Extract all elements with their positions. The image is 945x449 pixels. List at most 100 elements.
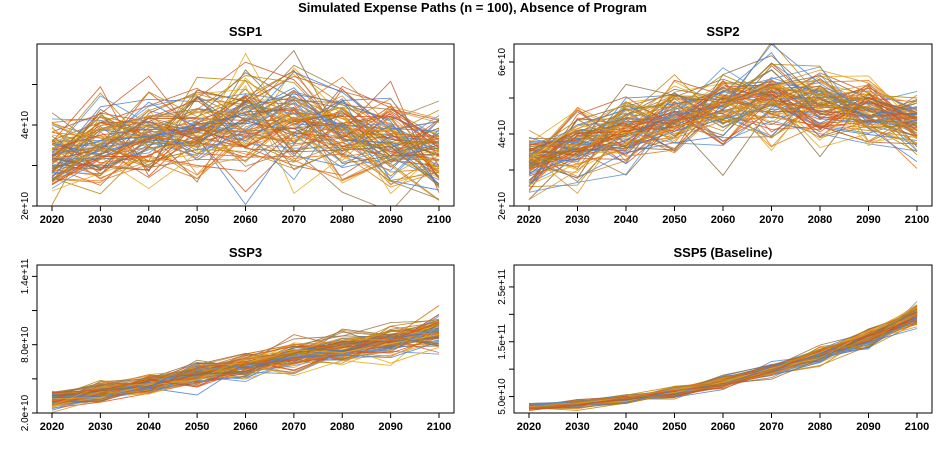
series-path (528, 312, 918, 407)
series-path (528, 86, 918, 171)
x-tick-label: 2060 (711, 214, 735, 226)
series-path (528, 85, 918, 195)
x-tick-label: 2060 (711, 421, 735, 433)
x-tick-label: 2030 (88, 214, 112, 226)
y-tick-label: 4e+10 (497, 120, 508, 149)
series-path (528, 315, 918, 407)
series-path (528, 316, 918, 406)
series-path (528, 318, 918, 410)
series-path (528, 96, 918, 168)
series-path (51, 91, 440, 180)
series-path (528, 313, 918, 408)
series-path (51, 136, 440, 185)
series-path (51, 336, 440, 402)
series-path (528, 313, 918, 408)
series-path (51, 112, 440, 195)
series-path (528, 313, 918, 410)
x-tick-label: 2050 (662, 214, 686, 226)
series-path (528, 311, 918, 407)
series-group (51, 305, 440, 413)
x-tick-label: 2060 (233, 214, 257, 226)
series-path (528, 313, 918, 410)
series-path (528, 308, 918, 407)
series-path (51, 95, 440, 161)
x-tick-label: 2070 (282, 214, 306, 226)
series-path (528, 305, 918, 410)
series-path (528, 301, 918, 407)
x-tick-label: 2030 (565, 214, 589, 226)
series-path (51, 331, 440, 405)
x-tick-label: 2100 (427, 214, 451, 226)
y-tick-label: 2.5e+11 (497, 269, 508, 305)
series-path (528, 316, 918, 408)
x-tick-label: 2030 (565, 421, 589, 433)
series-path (528, 313, 918, 408)
x-tick-label: 2050 (185, 421, 209, 433)
x-tick-label: 2050 (662, 421, 686, 433)
x-tick-label: 2020 (40, 421, 64, 433)
series-path (528, 312, 918, 411)
series-path (528, 306, 918, 406)
x-tick-label: 2100 (905, 214, 929, 226)
y-tick-label: 1.5e+11 (497, 323, 508, 359)
series-path (528, 86, 918, 166)
series-path (51, 67, 440, 185)
series-path (528, 314, 918, 408)
series-path (528, 311, 918, 406)
series-path (528, 312, 918, 407)
series-path (528, 317, 918, 405)
y-tick-label: 4e+10 (20, 111, 31, 140)
panel-ssp5-baseline-: SSP5 (Baseline) 2020 2030 2040 2050 2060 2070 2… (497, 245, 933, 433)
series-path (51, 107, 440, 181)
series-path (528, 319, 918, 405)
series-path (528, 309, 918, 408)
series-path (51, 96, 440, 187)
x-tick-label: 2070 (282, 421, 306, 433)
x-tick-label: 2080 (330, 421, 354, 433)
series-path (51, 321, 440, 406)
series-path (528, 319, 918, 408)
x-tick-label: 2090 (378, 421, 402, 433)
series-path (528, 90, 918, 153)
series-path (51, 109, 440, 171)
x-tick-label: 2090 (856, 214, 880, 226)
x-tick-label: 2060 (233, 421, 257, 433)
series-path (528, 312, 918, 408)
series-path (528, 320, 918, 405)
series-path (528, 312, 918, 406)
x-tick-label: 2080 (808, 214, 832, 226)
series-path (51, 96, 440, 171)
series-path (528, 314, 918, 409)
series-group (51, 49, 440, 206)
x-tick-label: 2100 (905, 421, 929, 433)
series-path (528, 311, 918, 406)
series-path (528, 312, 918, 407)
series-path (528, 316, 918, 408)
series-path (528, 319, 918, 410)
series-path (528, 311, 918, 409)
series-path (51, 102, 440, 169)
series-path (51, 102, 440, 200)
x-tick-label: 2070 (759, 214, 783, 226)
series-path (528, 80, 918, 158)
series-path (528, 316, 918, 408)
x-tick-label: 2030 (88, 421, 112, 433)
series-path (528, 317, 918, 407)
series-path (528, 312, 918, 409)
series-path (51, 313, 440, 396)
series-path (528, 314, 918, 408)
series-path (528, 316, 918, 409)
series-path (528, 313, 918, 408)
panel-title: SSP2 (706, 24, 739, 39)
series-path (528, 311, 918, 407)
series-path (528, 309, 918, 408)
series-path (51, 84, 440, 194)
series-path (51, 131, 440, 170)
series-path (528, 311, 918, 407)
series-path (51, 112, 440, 152)
panel-ssp2: SSP2 2020 2030 2040 2050 2060 2070 2080 2090 2100… (497, 24, 933, 226)
series-path (51, 87, 440, 184)
series-path (51, 321, 440, 394)
panel-ssp3: SSP3 2020 2030 2040 2050 2060 2070 2080 2090 2100… (20, 245, 455, 433)
panel-ssp1: SSP1 2020 2030 2040 2050 2060 2070 2080 2090 2100… (20, 24, 455, 226)
